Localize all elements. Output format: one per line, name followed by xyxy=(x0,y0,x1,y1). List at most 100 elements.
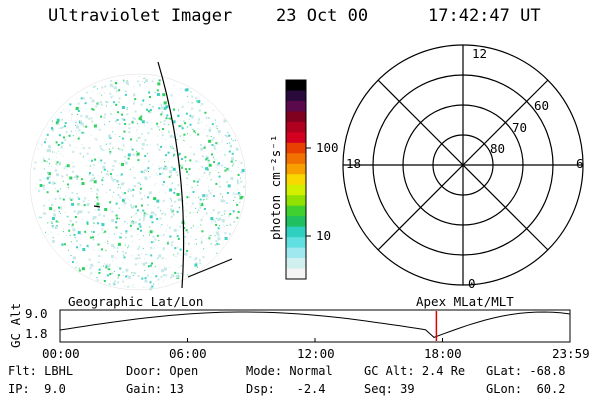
image-speckle xyxy=(115,103,118,106)
image-speckle xyxy=(57,151,59,153)
image-speckle xyxy=(115,214,118,217)
image-speckle xyxy=(44,138,47,141)
image-speckle xyxy=(110,79,113,82)
image-speckle xyxy=(198,117,200,119)
image-speckle xyxy=(89,267,92,270)
polar-diagonal-2 xyxy=(377,79,549,251)
image-speckle xyxy=(122,275,124,276)
image-speckle xyxy=(100,266,102,268)
image-speckle xyxy=(140,103,143,106)
image-speckle xyxy=(90,179,93,182)
image-speckle xyxy=(65,195,67,197)
image-speckle xyxy=(125,275,128,278)
image-speckle xyxy=(80,114,83,117)
image-speckle xyxy=(117,273,119,275)
image-speckle xyxy=(104,124,106,126)
image-speckle xyxy=(166,186,168,188)
image-speckle xyxy=(138,246,140,248)
image-speckle xyxy=(143,217,145,220)
image-speckle xyxy=(133,86,135,88)
image-speckle xyxy=(133,93,135,96)
uvi-image-disk xyxy=(29,61,247,291)
image-speckle xyxy=(150,246,153,249)
image-speckle xyxy=(215,159,217,160)
image-speckle xyxy=(117,281,120,284)
image-speckle xyxy=(124,221,126,223)
image-speckle xyxy=(195,257,198,260)
image-speckle xyxy=(66,215,68,217)
image-speckle xyxy=(212,209,215,212)
image-speckle xyxy=(109,142,112,145)
image-speckle xyxy=(195,160,198,163)
image-speckle xyxy=(172,182,174,184)
image-speckle xyxy=(56,152,58,154)
image-speckle xyxy=(173,191,176,194)
image-speckle xyxy=(239,177,241,179)
image-speckle xyxy=(157,206,160,209)
image-speckle xyxy=(127,198,129,200)
image-speckle xyxy=(203,145,206,148)
image-speckle xyxy=(98,157,99,159)
info-door: Door: Open xyxy=(126,364,199,378)
image-speckle xyxy=(200,143,202,146)
image-speckle xyxy=(51,204,53,207)
image-speckle xyxy=(125,268,129,272)
image-speckle xyxy=(158,126,160,128)
image-speckle xyxy=(243,185,245,188)
image-speckle xyxy=(198,259,201,262)
image-speckle xyxy=(215,240,218,243)
image-speckle xyxy=(150,127,153,130)
image-speckle xyxy=(113,271,115,272)
image-speckle xyxy=(236,216,239,219)
image-speckle xyxy=(146,108,148,111)
image-speckle xyxy=(107,229,109,231)
image-speckle xyxy=(115,179,117,181)
image-speckle xyxy=(62,126,65,129)
image-speckle xyxy=(101,255,103,257)
image-speckle xyxy=(171,274,175,278)
image-speckle xyxy=(219,185,221,188)
image-speckle xyxy=(86,152,89,155)
image-speckle xyxy=(78,197,81,200)
image-speckle xyxy=(109,189,112,191)
colorbar xyxy=(286,80,306,280)
image-speckle xyxy=(110,176,113,179)
image-speckle xyxy=(144,195,145,197)
ytick-1-8: 1.8 xyxy=(25,326,48,341)
image-speckle xyxy=(78,210,81,213)
image-speckle xyxy=(99,101,102,103)
image-speckle xyxy=(170,208,172,211)
image-speckle xyxy=(118,89,121,92)
image-speckle xyxy=(189,123,192,126)
image-speckle xyxy=(156,93,160,96)
image-speckle xyxy=(204,111,207,114)
image-speckle xyxy=(79,244,82,247)
image-speckle xyxy=(198,196,200,198)
image-speckle xyxy=(169,197,172,200)
image-speckle xyxy=(151,262,153,265)
image-speckle xyxy=(146,121,149,124)
image-speckle xyxy=(200,241,203,244)
image-speckle xyxy=(138,136,141,139)
image-speckle xyxy=(105,101,107,103)
image-speckle xyxy=(128,131,131,134)
image-speckle xyxy=(48,145,51,149)
image-speckle xyxy=(114,133,116,135)
image-speckle xyxy=(119,196,122,199)
image-speckle xyxy=(148,90,150,92)
image-speckle xyxy=(86,222,89,225)
image-speckle xyxy=(146,153,148,155)
image-speckle xyxy=(60,153,62,155)
image-speckle xyxy=(139,182,141,184)
image-speckle xyxy=(169,188,173,192)
image-speckle xyxy=(122,192,125,195)
image-speckle xyxy=(111,168,114,171)
image-speckle xyxy=(165,230,167,232)
image-speckle xyxy=(203,248,205,250)
image-speckle xyxy=(211,153,213,156)
image-speckle xyxy=(151,285,154,288)
image-speckle xyxy=(236,179,239,182)
image-speckle xyxy=(239,201,241,203)
limb-line xyxy=(187,258,233,278)
image-speckle xyxy=(156,218,159,220)
